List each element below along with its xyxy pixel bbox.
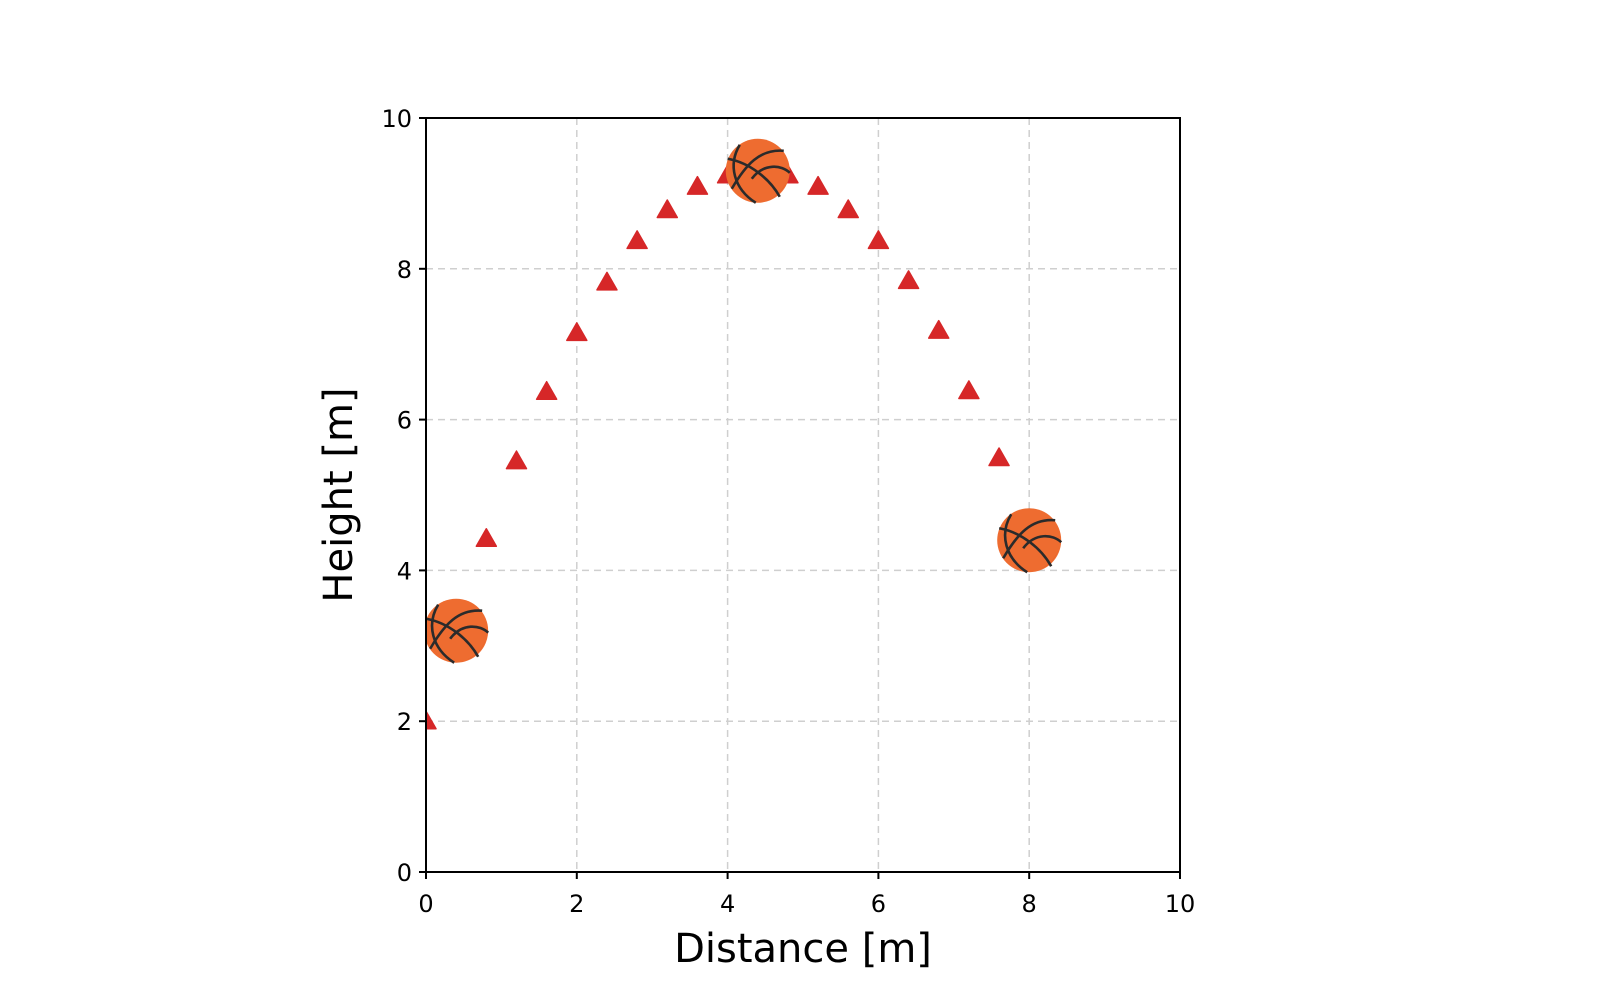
y-tick-label: 8 bbox=[397, 256, 412, 284]
axis-ticks: 0 2 4 6 8 10 0 2 4 6 8 10 bbox=[381, 105, 1195, 918]
x-tick-label: 2 bbox=[569, 890, 584, 918]
triangle-marker bbox=[535, 380, 558, 400]
triangle-marker bbox=[927, 319, 950, 339]
triangle-marker bbox=[837, 199, 859, 219]
x-tick-label: 6 bbox=[871, 890, 886, 918]
triangle-marker bbox=[626, 230, 648, 250]
triangle-marker bbox=[958, 380, 980, 400]
triangle-marker bbox=[505, 450, 528, 470]
y-tick-label: 6 bbox=[397, 407, 412, 435]
basketball-icon bbox=[426, 597, 490, 665]
triangle-marker bbox=[867, 230, 890, 250]
y-tick-label: 4 bbox=[397, 557, 412, 585]
x-axis-label: Distance [m] bbox=[674, 926, 932, 972]
x-tick-label: 8 bbox=[1022, 890, 1037, 918]
y-tick-label: 2 bbox=[397, 708, 412, 736]
x-tick-label: 10 bbox=[1165, 890, 1196, 918]
triangle-marker bbox=[807, 175, 829, 195]
triangle-marker bbox=[596, 271, 618, 291]
triangle-marker bbox=[426, 710, 437, 730]
triangle-marker bbox=[897, 270, 920, 290]
basketball-icon bbox=[724, 137, 792, 205]
triangle-marker bbox=[475, 527, 498, 547]
plot-frame bbox=[425, 117, 1181, 873]
triangle-marker bbox=[988, 447, 1010, 467]
triangle-marker bbox=[686, 175, 709, 195]
x-tick-label: 4 bbox=[720, 890, 735, 918]
triangle-marker bbox=[656, 199, 679, 219]
x-tick-label: 0 bbox=[418, 890, 433, 918]
data-points bbox=[426, 137, 1063, 730]
basketball-icon bbox=[995, 506, 1063, 574]
y-tick-label: 10 bbox=[381, 105, 412, 133]
y-axis-label: Height [m] bbox=[316, 387, 362, 602]
grid-lines bbox=[426, 118, 1180, 872]
y-tick-label: 0 bbox=[397, 859, 412, 887]
triangle-marker bbox=[566, 322, 588, 342]
